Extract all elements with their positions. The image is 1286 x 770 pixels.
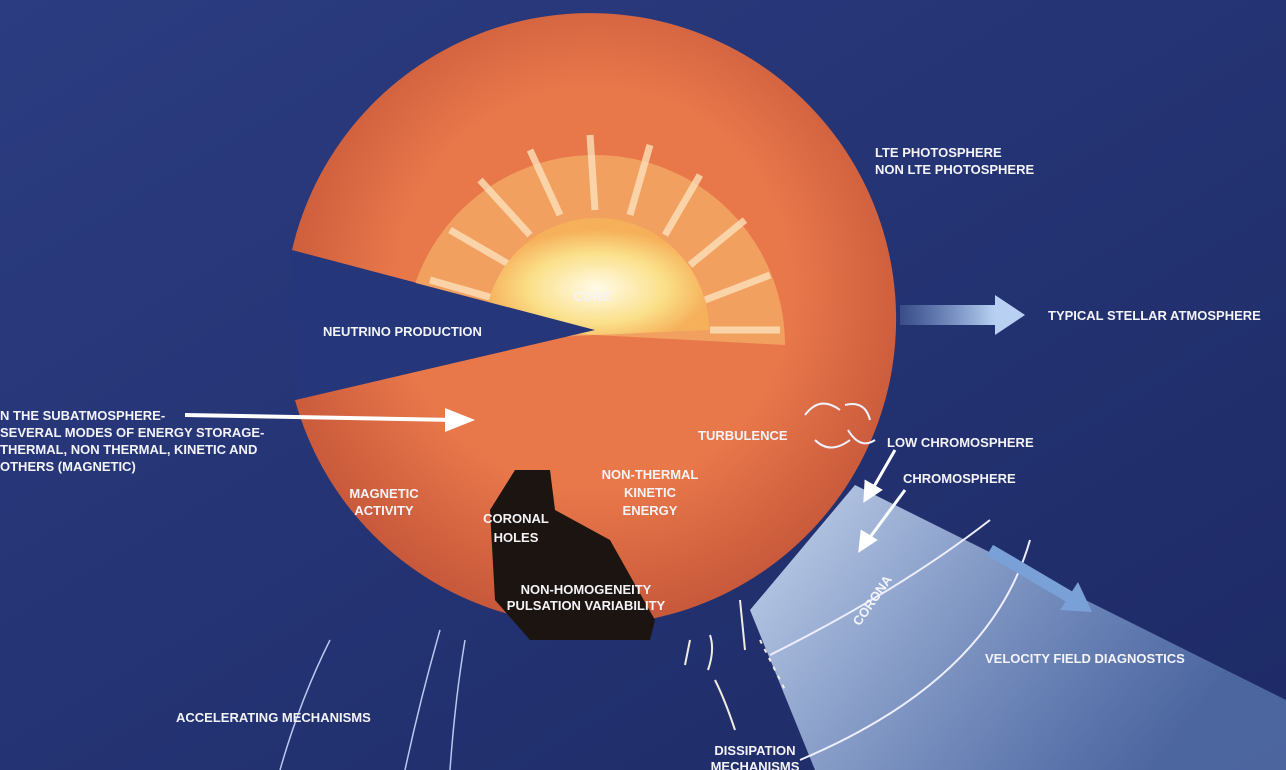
corona-arc bbox=[769, 519, 991, 656]
dissipation-arrows bbox=[684, 599, 786, 731]
neutrino-label: NEUTRINO PRODUCTION bbox=[323, 324, 482, 339]
dissipation-label: DISSIPATION bbox=[714, 743, 795, 758]
energy-label: ENERGY bbox=[623, 503, 678, 518]
subatmosphere-label: N THE SUBATMOSPHERE- bbox=[0, 408, 165, 423]
arrowhead bbox=[1060, 582, 1092, 612]
energy-label: KINETIC bbox=[624, 485, 677, 500]
coronal-holes-label: CORONAL bbox=[483, 511, 549, 526]
wedge-cut bbox=[290, 250, 595, 400]
turbulence-label: TURBULENCE bbox=[698, 428, 788, 443]
arrowhead bbox=[995, 295, 1025, 335]
arrowhead bbox=[445, 408, 475, 432]
magnetic-label: ACTIVITY bbox=[354, 503, 414, 518]
variability-label: NON-HOMOGENEITY bbox=[521, 582, 652, 597]
magnetic-label: MAGNETIC bbox=[349, 486, 419, 501]
chromosphere-label: LOW CHROMOSPHERE bbox=[887, 435, 1034, 450]
photosphere-label: LTE PHOTOSPHERE bbox=[875, 145, 1002, 160]
corona-arc bbox=[799, 539, 1031, 761]
corona-beam bbox=[750, 485, 1286, 770]
arrow bbox=[900, 305, 995, 325]
velocity-label: VELOCITY FIELD DIAGNOSTICS bbox=[985, 651, 1185, 666]
coronal-holes-label: HOLES bbox=[494, 530, 539, 545]
chromosphere-arrows bbox=[858, 449, 907, 554]
core bbox=[485, 218, 709, 335]
acceleration-lines bbox=[279, 629, 466, 770]
energy-label: NON-THERMAL bbox=[602, 467, 699, 482]
atmosphere-label: TYPICAL STELLAR ATMOSPHERE bbox=[1048, 308, 1261, 323]
arrow bbox=[184, 413, 456, 422]
arrow bbox=[986, 544, 1079, 606]
rays bbox=[429, 134, 780, 334]
dissipation-label: MECHANISMS bbox=[711, 759, 800, 770]
core-label: CORE bbox=[573, 289, 611, 304]
coronal-hole bbox=[490, 470, 655, 640]
accelerating-label: ACCELERATING MECHANISMS bbox=[176, 710, 371, 725]
turbulence-swirls bbox=[804, 402, 876, 449]
subatmosphere-label: THERMAL, NON THERMAL, KINETIC AND bbox=[0, 442, 257, 457]
photosphere-label: NON LTE PHOTOSPHERE bbox=[875, 162, 1034, 177]
subatmosphere-label: OTHERS (MAGNETIC) bbox=[0, 459, 136, 474]
chromosphere-label: CHROMOSPHERE bbox=[903, 471, 1016, 486]
subatmosphere-label: SEVERAL MODES OF ENERGY STORAGE- bbox=[0, 425, 264, 440]
variability-label: PULSATION VARIABILITY bbox=[507, 598, 666, 613]
